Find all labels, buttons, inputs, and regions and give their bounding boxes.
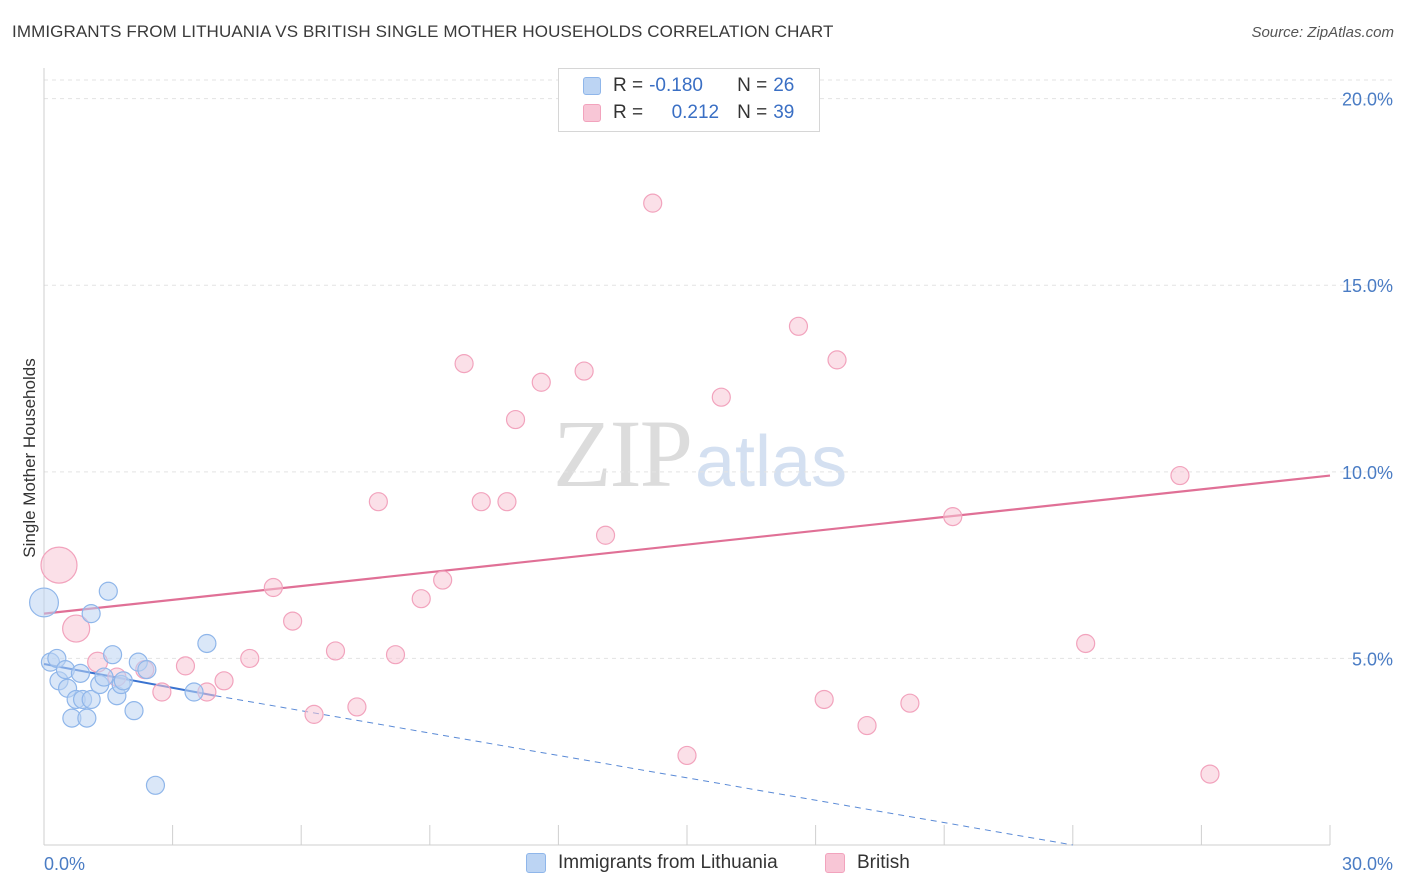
- british-point: [1076, 633, 1096, 654]
- y-tick-label: 15.0%: [1342, 276, 1393, 296]
- lithuania-point: [184, 682, 204, 702]
- british-point: [814, 689, 834, 710]
- british-point: [505, 409, 526, 430]
- british-point: [595, 525, 616, 545]
- british-point: [574, 361, 594, 381]
- british-point: [433, 570, 453, 590]
- tick-labels: 5.0% 10.0% 15.0% 20.0% 0.0% 30.0%: [44, 90, 1393, 874]
- r-label: R =: [613, 102, 644, 123]
- legend-label-british: British: [857, 852, 910, 873]
- british-point: [497, 492, 517, 512]
- axes: [43, 68, 1331, 846]
- lithuania-point: [102, 645, 123, 665]
- british-point: [643, 193, 663, 213]
- lithuania-swatch: [583, 77, 601, 95]
- lithuania-legend-swatch: [526, 853, 546, 873]
- y-tick-label: 20.0%: [1342, 90, 1393, 110]
- british-point: [263, 577, 283, 598]
- british-point: [62, 614, 91, 643]
- british-point: [152, 682, 172, 702]
- british-point: [1200, 764, 1220, 784]
- n-value: 39: [773, 102, 795, 123]
- lithuania-point: [145, 775, 166, 795]
- british-point: [40, 546, 78, 584]
- lithuania-point: [113, 671, 133, 691]
- british-point: [788, 316, 809, 336]
- lithuania-point: [77, 708, 97, 728]
- n-value: 26: [773, 75, 795, 96]
- british-point: [900, 693, 920, 713]
- n-label: N =: [737, 75, 768, 96]
- lithuania-point: [197, 633, 217, 654]
- lithuania-point: [124, 701, 144, 721]
- british-swatch: [583, 104, 601, 122]
- british-point: [214, 671, 234, 691]
- british-point: [240, 648, 260, 669]
- british-point: [471, 492, 491, 512]
- chart-title: IMMIGRANTS FROM LITHUANIA VS BRITISH SIN…: [12, 22, 834, 41]
- british-point: [827, 350, 847, 370]
- watermark-atlas: atlas: [695, 422, 848, 502]
- british-point: [411, 589, 431, 609]
- british-point: [368, 492, 388, 512]
- legend-row-lithuania: R = -0.180 N = 26: [583, 73, 794, 99]
- grid-lines: [44, 79, 1392, 659]
- lithuania-trend-extension: [215, 695, 1073, 846]
- british-point: [943, 507, 963, 527]
- legend-item-lithuania: Immigrants from Lithuania: [526, 852, 778, 874]
- data-points: [29, 193, 1220, 795]
- british-legend-swatch: [825, 853, 845, 873]
- y-tick-label: 5.0%: [1352, 649, 1393, 669]
- british-point: [283, 611, 303, 631]
- r-value: -0.180: [649, 75, 703, 96]
- trend-lines: [43, 474, 1331, 846]
- n-label: N =: [737, 102, 768, 123]
- british-point: [1170, 465, 1190, 486]
- british-trend-line: [43, 474, 1331, 615]
- legend-item-british: British: [825, 852, 910, 874]
- r-value: 0.212: [671, 102, 720, 123]
- british-point: [385, 645, 406, 665]
- legend-row-british: R = 0.212 N = 39: [583, 100, 794, 126]
- legend-label-lithuania: Immigrants from Lithuania: [558, 852, 778, 873]
- watermark-zip: ZIP: [553, 400, 693, 507]
- lithuania-point: [98, 581, 118, 601]
- lithuania-point: [137, 660, 157, 680]
- british-point: [454, 354, 474, 374]
- british-point: [857, 715, 877, 736]
- british-point: [531, 372, 551, 392]
- british-point: [325, 641, 346, 661]
- lithuania-point: [70, 663, 91, 683]
- watermark: ZIPatlas: [553, 398, 847, 509]
- y-tick-label: 10.0%: [1342, 463, 1393, 483]
- x-tick-label: 0.0%: [44, 854, 85, 874]
- x-tick-label: 30.0%: [1342, 854, 1393, 874]
- british-point: [175, 656, 196, 676]
- correlation-legend: R = -0.180 N = 26 R = 0.212 N = 39: [558, 68, 820, 132]
- british-point: [677, 745, 697, 766]
- series-legend: Immigrants from Lithuania British: [0, 852, 1406, 878]
- lithuania-point: [81, 689, 101, 710]
- source-label: Source: ZipAtlas.com: [1251, 24, 1394, 41]
- lithuania-point: [81, 604, 101, 624]
- y-axis-label: Single Mother Households: [20, 358, 39, 557]
- lithuania-point: [94, 667, 114, 687]
- british-point: [711, 387, 731, 407]
- british-point: [304, 704, 324, 724]
- british-point: [347, 697, 367, 717]
- r-label: R =: [613, 75, 644, 96]
- lithuania-point: [29, 587, 59, 618]
